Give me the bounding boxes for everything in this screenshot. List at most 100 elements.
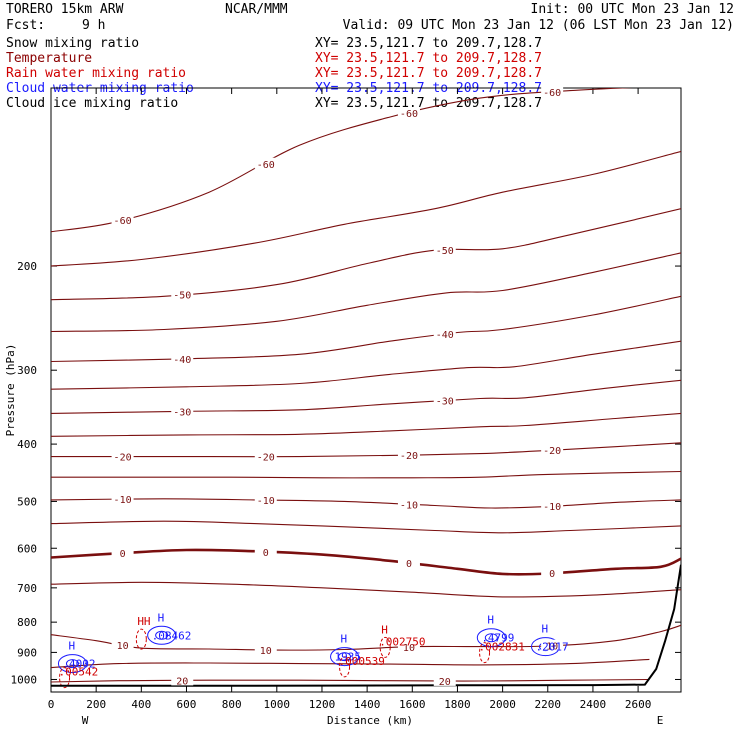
contour-label-bg: [254, 643, 277, 655]
cloud-water-max-value: 1935: [335, 651, 362, 664]
temperature-contour-label: -20: [114, 453, 132, 464]
rain-water-max-marker: HH: [137, 615, 150, 628]
temperature-contour-line: [51, 548, 681, 576]
temperature-contour-label: -60: [257, 160, 275, 171]
y-tick-label: 300: [17, 364, 37, 377]
legend-entry-xy: XY= 23.5,121.7 to 209.7,128.7: [315, 96, 542, 111]
plot-frame: [50, 87, 682, 693]
y-tick-label: 900: [17, 646, 37, 659]
rain-water-contour: [339, 656, 351, 678]
contour-label-bg: [541, 444, 564, 456]
contour-labels: -60 -60 -60 -60 -50 -50 -40 -40 -30 -30 -20 -20 -20 -…: [59, 86, 569, 688]
temperature-contour-line: [51, 208, 681, 301]
x-tick-label: 2200: [535, 698, 562, 711]
temperature-contour-label: -20: [257, 453, 275, 464]
temperature-contour-line: [51, 658, 650, 669]
x-end-label-east: E: [657, 714, 664, 727]
temperature-contour-label: -60: [114, 216, 132, 227]
legend-entry-name: Snow mixing ratio: [6, 36, 139, 51]
contour-label-bg: [111, 639, 134, 651]
cloud-water-max-marker: H: [542, 623, 549, 636]
x-axis-label: Distance (km): [327, 714, 413, 727]
temperature-contour-line: [51, 624, 681, 651]
legend-entry-name: Temperature: [6, 51, 92, 66]
cloud-water-max-value: .4799: [481, 632, 514, 645]
cloud-water-max-value: .4002: [62, 658, 95, 671]
cloud-water-max-marker: H: [341, 633, 348, 646]
contour-label-bg: [171, 288, 194, 300]
y-tick-label: 500: [17, 495, 37, 508]
temperature-contour-label: -40: [173, 355, 191, 366]
rain-water-max-value: .00542: [59, 666, 99, 679]
rain-water-max-value: .002750: [379, 635, 425, 648]
cloud-water-contour: [330, 647, 360, 667]
temperature-contour-line: [51, 340, 681, 390]
temperature-contour-label: -60: [400, 109, 418, 120]
temperature-contour-line: [51, 295, 681, 363]
temperature-contour-line: [51, 412, 681, 437]
contour-label-bg: [254, 157, 277, 169]
x-tick-label: 800: [222, 698, 242, 711]
legend-entry-xy: XY= 23.5,121.7 to 209.7,128.7: [315, 36, 542, 51]
temperature-contour-label: 0: [406, 559, 412, 570]
y-tick-label: 400: [17, 438, 37, 451]
contour-label-bg: [397, 107, 420, 119]
temperature-contour-label: 20: [439, 677, 451, 688]
org-label: NCAR/MMM: [225, 2, 288, 17]
temperature-contour-label: 20: [176, 676, 188, 687]
temperature-contour-label: -10: [400, 500, 418, 511]
contour-label-bg: [433, 394, 456, 406]
contour-label-bg: [111, 547, 134, 559]
contour-label-bg: [433, 243, 456, 255]
contour-label-bg: [254, 450, 277, 462]
temperature-contour-line: [51, 581, 681, 598]
rain-water-contour: [379, 636, 391, 658]
x-tick-label: 2600: [625, 698, 652, 711]
contour-label-bg: [541, 567, 564, 579]
cloud-water-contour-inner: [484, 633, 498, 643]
fcst-label: Fcst:: [6, 18, 45, 33]
temperature-contour-label: -10: [114, 495, 132, 506]
temperature-contour-line: [51, 470, 681, 479]
cloud-water-contour: [147, 625, 177, 645]
rain-water-max-value: .000539: [339, 655, 385, 668]
x-tick-label: 600: [177, 698, 197, 711]
contour-label-bg: [541, 639, 564, 651]
cloud-water-contour: [476, 628, 506, 648]
y-tick-label: 800: [17, 616, 37, 629]
temperature-contour-line: [51, 498, 681, 509]
contour-label-bg: [111, 214, 134, 226]
temperature-contour-line: [51, 379, 681, 414]
legend-entry-xy: XY= 23.5,121.7 to 209.7,128.7: [315, 66, 542, 81]
legend-entry-name: Cloud ice mixing ratio: [6, 96, 178, 111]
fcst-value: 9 h: [82, 18, 105, 33]
temperature-contour-line: [51, 252, 681, 333]
y-tick-label: 200: [17, 260, 37, 273]
temperature-contour-label: -20: [400, 451, 418, 462]
model-title: TORERO 15km ARW: [6, 2, 124, 17]
cloud-water-contour-inner: [155, 630, 169, 640]
contour-label-bg: [171, 405, 194, 417]
rain-water-contour: [479, 642, 491, 664]
legend-entry-name: Rain water mixing ratio: [6, 66, 186, 81]
contour-label-bg: [171, 674, 194, 686]
legend: Snow mixing ratio XY= 23.5,121.7 to 209.7…: [6, 36, 542, 111]
terrain-layer: [51, 564, 681, 687]
x-tick-label: 2400: [580, 698, 607, 711]
y-axis-label: Pressure (hPa): [4, 344, 17, 437]
temperature-contour-label: 0: [549, 569, 555, 580]
temperature-contour-label: -10: [257, 496, 275, 507]
cloud-water-max-marker: H: [158, 611, 165, 624]
temperature-contour-label: 10: [403, 643, 415, 654]
temperature-contour-label: 10: [260, 646, 272, 657]
x-tick-label: 1000: [264, 698, 291, 711]
x-tick-label: 2000: [489, 698, 516, 711]
legend-entry-xy: XY= 23.5,121.7 to 209.7,128.7: [315, 51, 542, 66]
temperature-contour-line: [51, 520, 681, 534]
terrain-line: [51, 564, 681, 687]
contour-label-bg: [254, 494, 277, 506]
contour-label-bg: [541, 500, 564, 512]
temperature-contour-label: -40: [436, 330, 454, 341]
